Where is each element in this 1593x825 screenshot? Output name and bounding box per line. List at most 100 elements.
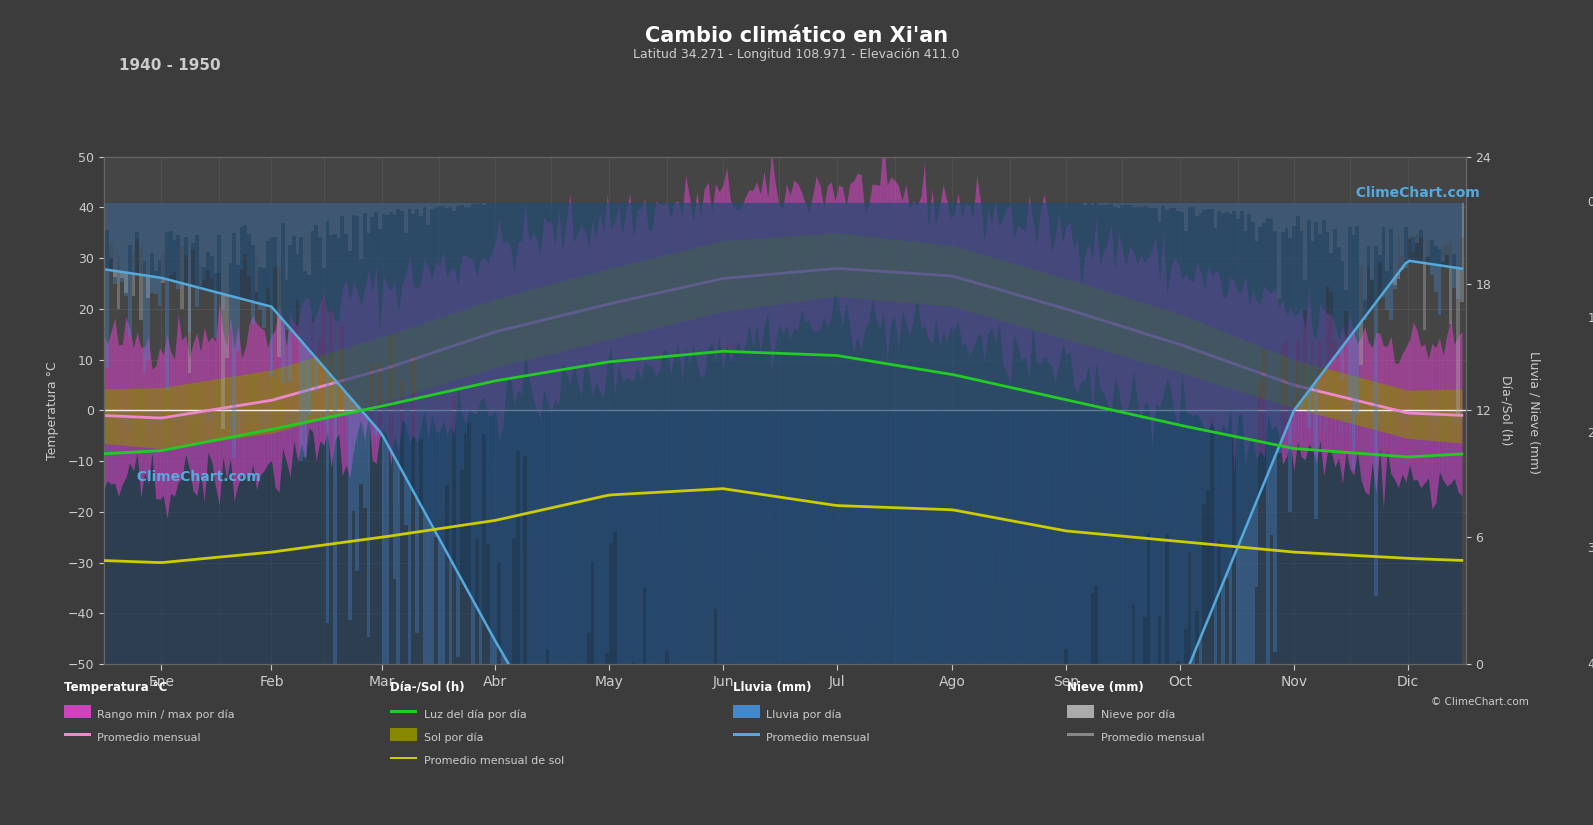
Bar: [680, 203, 683, 825]
Bar: [1153, 203, 1158, 208]
Bar: [542, 203, 546, 825]
Bar: [1102, 203, 1106, 205]
Bar: [1069, 203, 1072, 825]
Bar: [411, 203, 416, 355]
Bar: [572, 203, 575, 825]
Bar: [1295, 203, 1300, 216]
Bar: [1042, 203, 1045, 825]
Bar: [922, 203, 927, 825]
Bar: [422, 203, 427, 207]
Bar: [1303, 203, 1306, 280]
Bar: [1262, 203, 1266, 351]
Bar: [569, 203, 572, 825]
Bar: [1273, 203, 1278, 652]
Bar: [1442, 203, 1445, 246]
Bar: [1306, 203, 1311, 428]
Bar: [1408, 203, 1411, 236]
Bar: [725, 203, 728, 825]
Text: 30: 30: [1588, 542, 1593, 555]
Bar: [155, 203, 158, 295]
Bar: [733, 203, 736, 717]
Bar: [374, 203, 378, 212]
Bar: [1419, 203, 1423, 229]
Bar: [706, 203, 710, 825]
Bar: [341, 203, 344, 326]
Bar: [550, 203, 553, 825]
Bar: [382, 203, 386, 214]
Bar: [1045, 203, 1050, 825]
Bar: [374, 203, 378, 436]
Bar: [1031, 203, 1034, 825]
Bar: [1325, 203, 1329, 286]
Bar: [274, 203, 277, 237]
Bar: [967, 203, 972, 702]
Bar: [1270, 203, 1273, 219]
Bar: [180, 203, 183, 246]
Bar: [1176, 203, 1180, 211]
Bar: [1437, 203, 1442, 314]
Bar: [236, 203, 239, 265]
Bar: [155, 203, 158, 271]
Bar: [1098, 203, 1102, 205]
Bar: [1330, 203, 1333, 252]
Bar: [953, 203, 956, 825]
Bar: [672, 203, 677, 700]
Bar: [1348, 203, 1352, 397]
Bar: [449, 203, 452, 825]
Bar: [808, 203, 811, 825]
Bar: [956, 203, 961, 825]
Bar: [1020, 203, 1023, 825]
Bar: [1278, 203, 1281, 453]
Bar: [530, 203, 535, 757]
Bar: [927, 203, 930, 825]
Bar: [631, 203, 636, 662]
Bar: [1367, 203, 1370, 246]
Bar: [1262, 203, 1266, 224]
Bar: [285, 203, 288, 329]
Bar: [266, 203, 269, 288]
Bar: [591, 203, 594, 562]
Bar: [1233, 203, 1236, 437]
Bar: [1117, 203, 1120, 209]
Bar: [714, 203, 717, 609]
Bar: [460, 203, 464, 470]
Bar: [355, 203, 358, 571]
Bar: [1187, 203, 1192, 552]
Bar: [1352, 203, 1356, 235]
Bar: [288, 203, 292, 245]
Bar: [1273, 203, 1278, 231]
Bar: [875, 203, 878, 825]
Bar: [452, 203, 456, 395]
Bar: [210, 203, 213, 278]
Bar: [1437, 203, 1442, 249]
Bar: [1292, 203, 1295, 226]
Bar: [1064, 203, 1069, 649]
Bar: [150, 203, 155, 293]
Bar: [147, 203, 150, 361]
Bar: [972, 203, 975, 825]
Bar: [1456, 203, 1459, 416]
Bar: [1426, 203, 1431, 257]
Bar: [613, 203, 616, 532]
Bar: [124, 203, 127, 293]
Bar: [263, 203, 266, 268]
Bar: [116, 203, 121, 309]
Bar: [263, 203, 266, 328]
Bar: [408, 203, 411, 825]
Bar: [221, 203, 225, 309]
Bar: [1072, 203, 1075, 825]
Bar: [444, 203, 449, 485]
Bar: [1423, 203, 1426, 257]
Bar: [194, 203, 199, 307]
Bar: [1125, 203, 1128, 816]
Bar: [989, 203, 994, 825]
Bar: [1206, 203, 1211, 491]
Text: Nieve por día: Nieve por día: [1101, 710, 1176, 720]
Bar: [1147, 203, 1150, 533]
Bar: [892, 203, 897, 825]
Bar: [933, 203, 938, 743]
Bar: [800, 203, 803, 825]
Bar: [508, 203, 513, 790]
Bar: [102, 203, 105, 237]
Bar: [1453, 203, 1456, 254]
